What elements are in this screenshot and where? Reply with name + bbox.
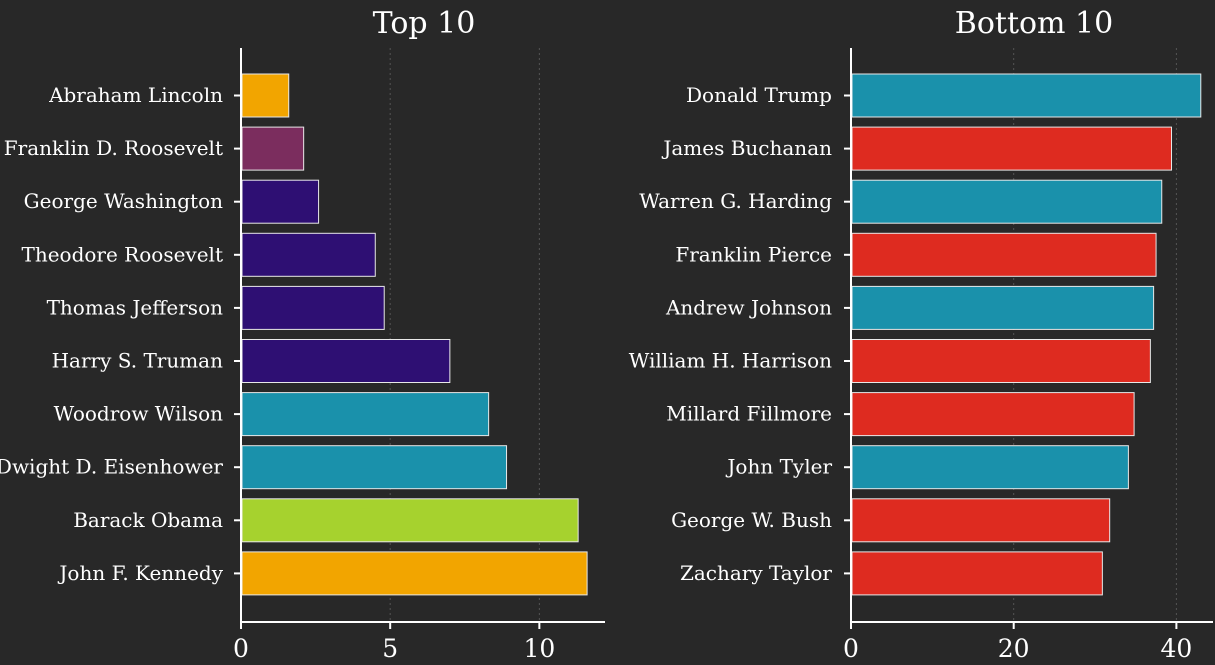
bar (241, 339, 451, 383)
category-label: Donald Trump (686, 83, 832, 107)
x-tick-label: 5 (382, 634, 398, 663)
category-label: Franklin Pierce (675, 242, 832, 266)
bar (241, 285, 385, 330)
bar (851, 339, 1151, 383)
bar (851, 232, 1157, 277)
bar (851, 551, 1103, 596)
x-tick-label: 40 (1160, 634, 1192, 663)
x-tick-label: 0 (843, 634, 859, 663)
chart-title: Bottom 10 (955, 6, 1113, 41)
x-tick-label: 10 (523, 634, 555, 663)
category-label: John Tyler (725, 455, 832, 479)
category-label: George W. Bush (671, 508, 832, 532)
top-10-panel: Top 10 Abraham Lincoln Franklin D. Roosev… (0, 6, 605, 663)
category-label: Abraham Lincoln (48, 83, 223, 107)
category-label: Dwight D. Eisenhower (0, 455, 223, 479)
bar (241, 73, 290, 118)
chart-title: Top 10 (373, 6, 476, 41)
bar (241, 126, 305, 171)
category-label: George Washington (24, 189, 223, 213)
category-label: James Buchanan (661, 136, 832, 160)
bar (851, 445, 1129, 490)
bar (241, 179, 320, 224)
category-label: William H. Harrison (629, 349, 832, 373)
x-tick-label: 0 (233, 634, 249, 663)
x-tick-label: 20 (998, 634, 1030, 663)
category-label: Millard Fillmore (666, 402, 832, 426)
category-label: Theodore Roosevelt (21, 242, 223, 266)
bar (241, 392, 490, 437)
category-label: Warren G. Harding (639, 189, 832, 213)
category-label: Barack Obama (73, 508, 223, 532)
bottom-10-panel: Bottom 10 Donald Trump James Buchanan Warr… (629, 6, 1213, 663)
bar (241, 445, 508, 490)
bar (851, 73, 1202, 118)
bar (241, 232, 376, 277)
category-label: Andrew Johnson (665, 295, 832, 319)
bar (851, 179, 1163, 224)
bar (241, 498, 579, 543)
bar (851, 285, 1155, 330)
bar (851, 126, 1173, 171)
category-label: Woodrow Wilson (54, 402, 223, 426)
bar (241, 551, 588, 596)
category-label: John F. Kennedy (57, 561, 223, 585)
bar (851, 392, 1135, 437)
category-label: Thomas Jefferson (47, 295, 224, 319)
category-label: Harry S. Truman (52, 349, 224, 373)
category-label: Zachary Taylor (680, 561, 832, 585)
category-label: Franklin D. Roosevelt (4, 136, 223, 160)
bar (851, 498, 1111, 543)
